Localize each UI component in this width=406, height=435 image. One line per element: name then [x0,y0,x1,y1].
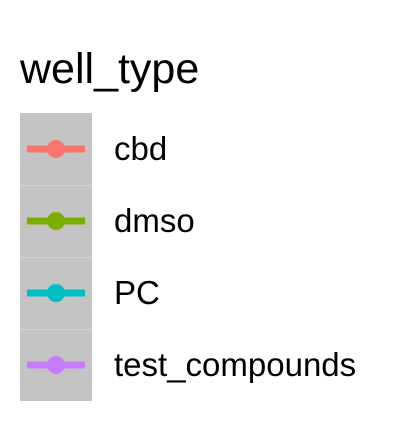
legend-label-0: cbd [114,130,168,167]
legend-label-2: PC [114,274,160,311]
legend-glyph-2 [27,284,85,302]
legend-key-1 [20,185,92,257]
legend-key-2 [20,257,92,329]
legend-point-0 [47,140,65,158]
legend-glyph-1 [27,212,85,230]
legend-key-separator [20,185,92,186]
legend-glyph-3 [27,356,85,374]
legend-glyph-0 [27,140,85,158]
legend-key-separator [20,257,92,258]
legend-label-1: dmso [114,202,195,239]
legend-label-3: test_compounds [114,346,357,383]
legend-point-1 [47,212,65,230]
legend-point-3 [47,356,65,374]
legend-title: well_type [20,45,200,93]
legend-key-separator [20,329,92,330]
legend-key-3 [20,329,92,401]
legend-key-0 [20,113,92,185]
legend-point-2 [47,284,65,302]
